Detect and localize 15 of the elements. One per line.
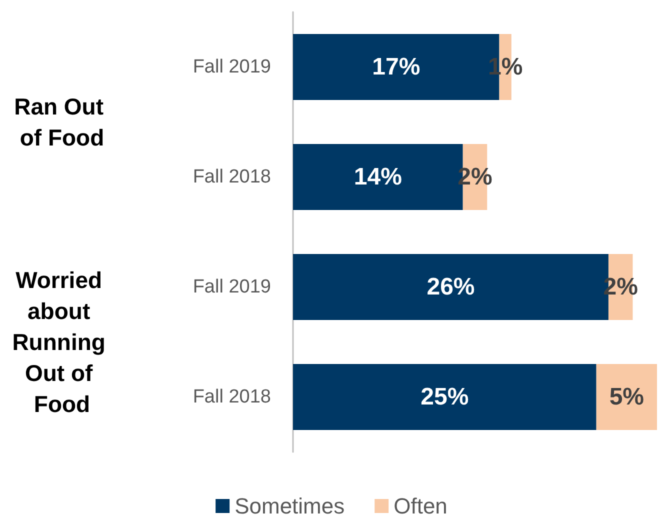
y-tick-label: Fall 2019 [192, 276, 271, 298]
legend-label: Sometimes [234, 494, 345, 518]
text: Ran Out of Food [14, 94, 110, 150]
legend-label: Often [394, 494, 448, 518]
y-tick-label: Fall 2019 [192, 56, 271, 78]
y-tick-label: Fall 2018 [192, 166, 271, 188]
data-label: 14% [354, 164, 402, 190]
y-tick-label: Fall 2018 [192, 386, 271, 408]
data-label: 5% [609, 384, 644, 410]
data-label: 26% [426, 274, 475, 300]
text: Worried about Running Out of Food [12, 267, 112, 417]
bar [596, 364, 657, 430]
data-label: 17% [372, 54, 420, 80]
bar [293, 364, 596, 430]
data-label: 25% [420, 384, 469, 410]
